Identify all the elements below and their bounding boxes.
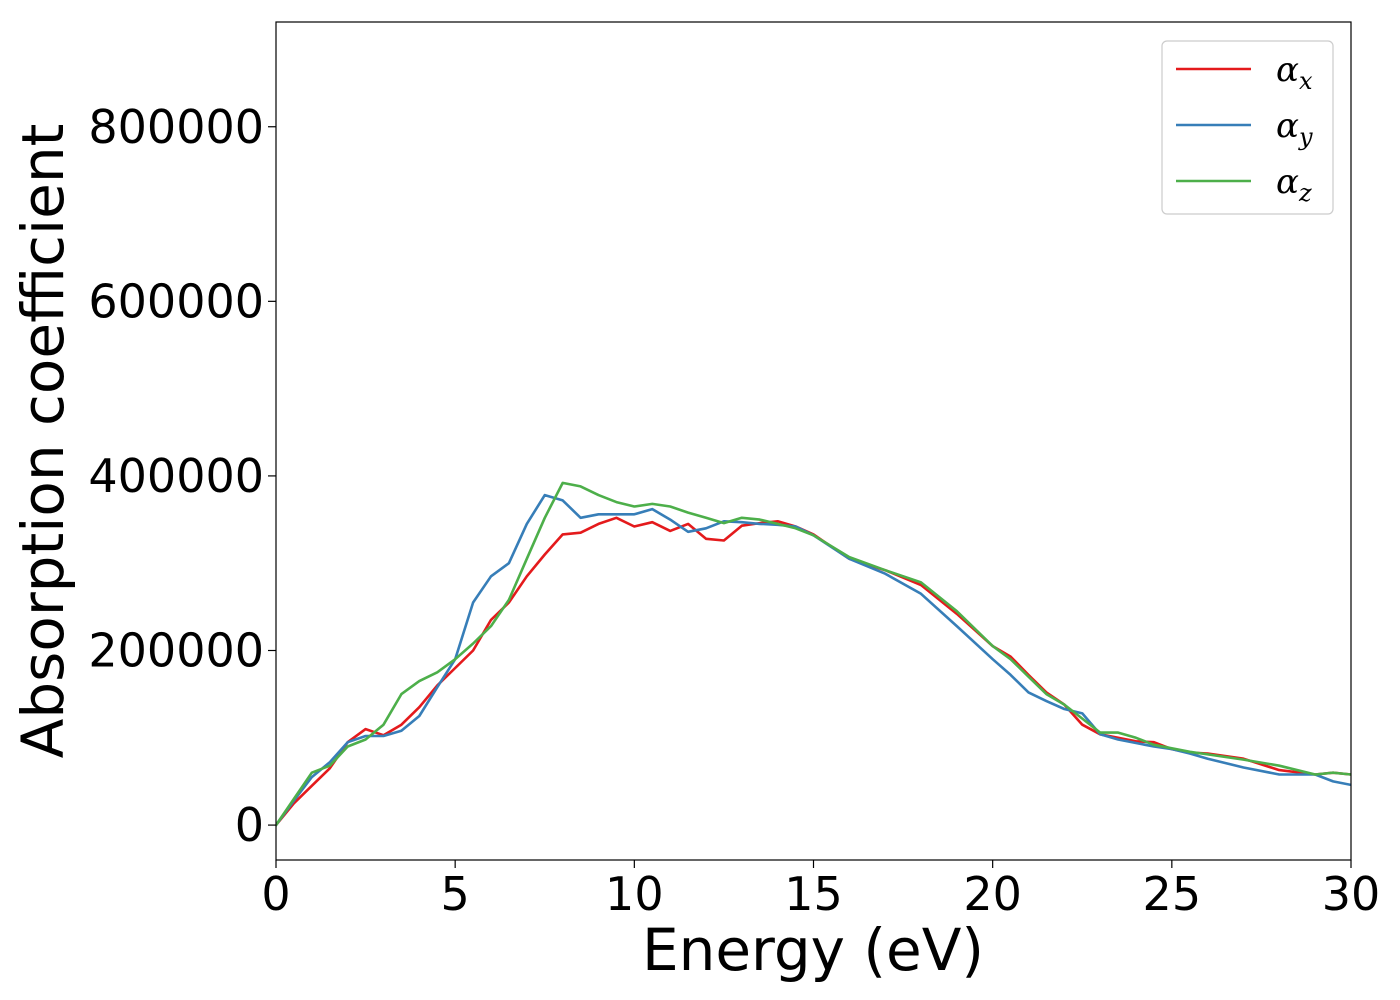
x-tick-label: 30 (1322, 867, 1381, 921)
series-line-x (276, 516, 1351, 827)
legend-label-x: αx (1276, 50, 1313, 95)
x-tick-label: 20 (963, 867, 1022, 921)
legend: αx αy αz (1161, 40, 1334, 215)
series-layer (276, 481, 1351, 827)
legend-label-y: αy (1276, 106, 1313, 151)
x-tick-label: 25 (1143, 867, 1202, 921)
x-tick-label: 0 (261, 867, 290, 921)
series-line-z (276, 481, 1351, 827)
x-tick-label: 10 (605, 867, 664, 921)
series-line-y (276, 493, 1351, 827)
x-axis-ticks: 0 5 10 15 20 25 30 (261, 860, 1380, 921)
x-axis-label: Energy (eV) (642, 916, 984, 984)
y-tick-label: 0 (235, 798, 264, 852)
x-tick-label: 5 (441, 867, 470, 921)
x-tick-label: 15 (784, 867, 843, 921)
legend-label-z: αz (1276, 162, 1312, 207)
y-tick-label: 200000 (88, 624, 264, 678)
y-axis-ticks: 0 200000 400000 600000 800000 (88, 100, 276, 852)
y-tick-label: 800000 (88, 100, 264, 154)
y-axis-label: Absorption coefficient (9, 124, 77, 759)
legend-frame (1161, 40, 1334, 215)
y-tick-label: 400000 (88, 449, 264, 503)
y-tick-label: 600000 (88, 274, 264, 328)
